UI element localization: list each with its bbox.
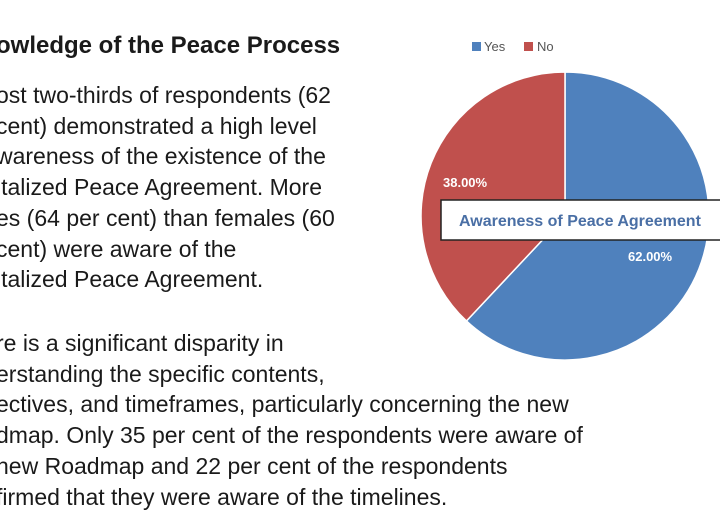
pie-data-labels: 62.00% 38.00% xyxy=(443,175,673,264)
text-line: firmed that they were aware of the timel… xyxy=(0,483,448,510)
chart-title-frame xyxy=(440,199,720,241)
text-line: erstanding the specific contents, xyxy=(0,360,325,387)
pie-slice-no xyxy=(420,71,566,323)
pie-slice-yes xyxy=(465,71,710,361)
chart-title: Awareness of Peace Agreement xyxy=(459,213,702,230)
text-line: es (64 per cent) than females (60 xyxy=(0,204,335,231)
text-line: re is a significant disparity in xyxy=(0,330,284,356)
text-line: new Roadmap and 22 per cent of the respo… xyxy=(0,452,508,479)
paragraph-awareness: ost two-thirds of respondents (62 cent) … xyxy=(0,80,335,295)
pie-slices xyxy=(420,71,710,361)
text-line: italized Peace Agreement. More xyxy=(0,174,323,201)
text-line: cent) were aware of the xyxy=(0,235,237,262)
chart-legend: Yes No xyxy=(472,39,554,54)
legend-label-yes: Yes xyxy=(484,39,506,54)
text-line: cent) demonstrated a high level xyxy=(0,112,317,139)
text-line: wareness of the existence of the xyxy=(0,143,326,170)
data-label-yes: 62.00% xyxy=(628,249,673,264)
text-line: dmap. Only 35 per cent of the respondent… xyxy=(0,422,583,449)
text-line: italized Peace Agreement. xyxy=(0,266,264,293)
chart-title-box: Awareness of Peace Agreement xyxy=(440,199,720,241)
section-heading: owledge of the Peace Process xyxy=(0,32,341,59)
paragraph-disparity: re is a significant disparity in erstand… xyxy=(0,328,583,512)
legend-swatch-no xyxy=(524,42,533,51)
text-line: ectives, and timeframes, particularly co… xyxy=(0,391,569,418)
data-label-no: 38.00% xyxy=(443,175,488,190)
legend-label-no: No xyxy=(537,39,554,54)
text-line: ost two-thirds of respondents (62 xyxy=(0,82,331,108)
legend-swatch-yes xyxy=(472,42,481,51)
